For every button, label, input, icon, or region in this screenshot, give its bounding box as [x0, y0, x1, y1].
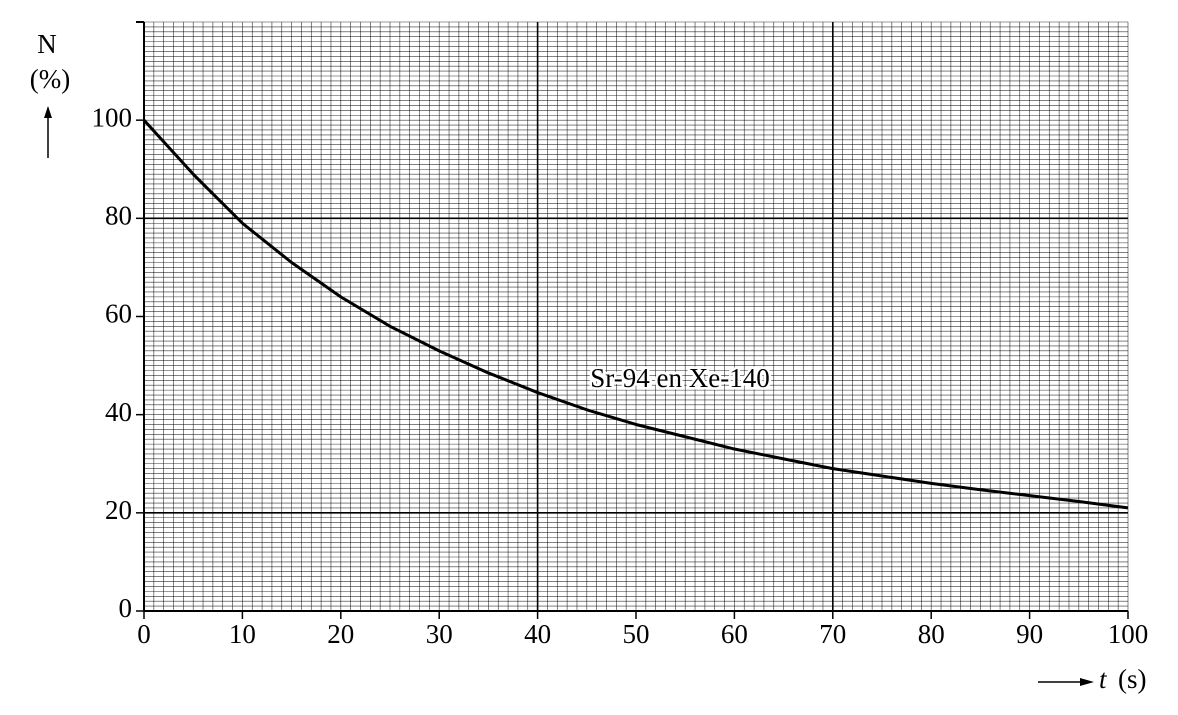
x-tick-label: 30: [426, 619, 453, 649]
annotation: Sr-94 en Xe-140: [590, 363, 769, 393]
y-arrow-head: [44, 106, 52, 118]
x-arrow-head: [1080, 678, 1094, 686]
x-tick-label: 70: [819, 619, 846, 649]
x-tick-label: 60: [721, 619, 748, 649]
x-tick-label: 10: [229, 619, 256, 649]
y-tick-label: 60: [105, 299, 132, 329]
y-unit: (%): [30, 64, 70, 94]
y-tick-label: 20: [105, 495, 132, 525]
curve: [142, 119, 1129, 510]
x-tick-label: 40: [524, 619, 551, 649]
x-tick-label: 90: [1016, 619, 1043, 649]
x-tick-label: 50: [623, 619, 650, 649]
x-label: t: [1099, 664, 1108, 694]
y-tick-label: 100: [92, 102, 133, 132]
y-tick-label: 40: [105, 397, 132, 427]
x-tick-label: 20: [327, 619, 354, 649]
y-tick-label: 80: [105, 201, 132, 231]
y-tick-label: 0: [119, 593, 133, 623]
y-label: N: [37, 29, 57, 59]
x-tick-label: 0: [137, 619, 151, 649]
x-tick-label: 80: [918, 619, 945, 649]
x-tick-label: 100: [1108, 619, 1149, 649]
x-unit: (s): [1118, 664, 1147, 694]
